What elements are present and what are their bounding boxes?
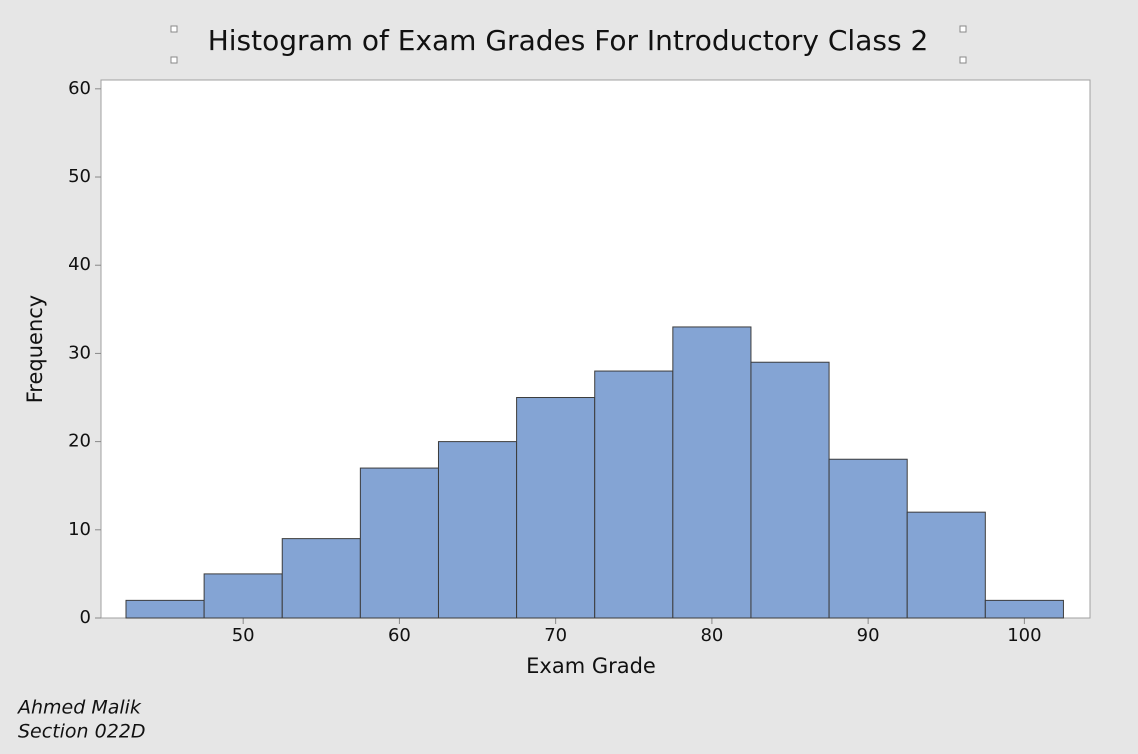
y-tick-label: 20: [68, 431, 91, 452]
x-tick-label: 100: [1007, 625, 1041, 646]
bar: [516, 397, 596, 619]
y-tick-label: 30: [68, 342, 91, 363]
bar: [750, 361, 830, 619]
bar: [359, 467, 439, 619]
y-tick-label: 40: [68, 254, 91, 275]
bar: [437, 441, 518, 619]
author: Ahmed Malik: [16, 697, 142, 719]
y-tick-label: 10: [68, 519, 91, 540]
x-tick-label: 70: [544, 625, 567, 646]
section: Section 022D: [18, 721, 146, 743]
x-axis-label: Exam Grade: [526, 654, 656, 678]
x-tick-label: 60: [388, 625, 411, 646]
bar: [281, 538, 361, 619]
y-tick-label: 50: [68, 166, 91, 187]
y-axis-label: Frequency: [23, 295, 47, 404]
x-tick-label: 80: [700, 625, 723, 646]
bar: [672, 326, 752, 619]
x-tick-label: 50: [232, 625, 255, 646]
selection-handles: [170, 25, 967, 64]
x-tick-label: 90: [857, 625, 880, 646]
bar: [984, 599, 1064, 619]
chart-title: Histogram of Exam Grades For Introductor…: [208, 24, 929, 57]
y-tick-label: 0: [80, 607, 91, 628]
bar: [594, 370, 674, 619]
y-tick-label: 60: [68, 78, 91, 99]
bar: [828, 458, 908, 619]
bar: [906, 511, 986, 619]
bar: [125, 599, 205, 619]
bar: [203, 573, 283, 619]
